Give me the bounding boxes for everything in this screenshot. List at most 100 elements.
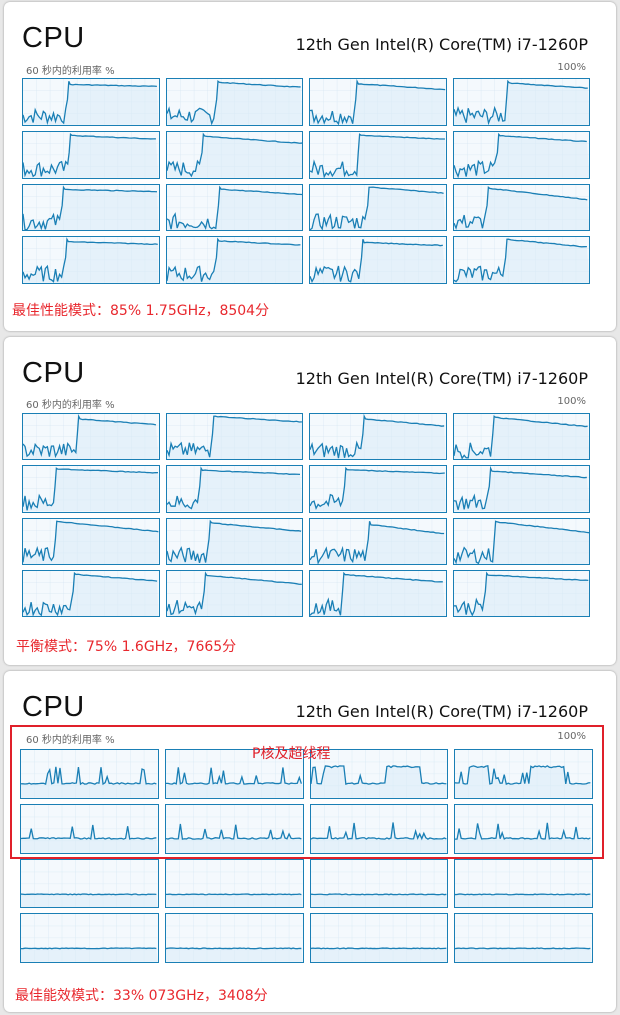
core-usage-line bbox=[455, 766, 590, 784]
core-graph-7 bbox=[309, 130, 447, 179]
core-usage-chart bbox=[453, 466, 589, 512]
core-usage-chart bbox=[165, 859, 303, 908]
core-usage-area bbox=[166, 520, 302, 564]
core-graph-12 bbox=[454, 858, 593, 909]
core-usage-chart bbox=[455, 914, 592, 962]
core-graph-2 bbox=[165, 78, 303, 126]
core-graph-grid bbox=[22, 413, 590, 617]
core-graph-9 bbox=[22, 517, 160, 565]
core-usage-chart bbox=[21, 859, 158, 908]
core-usage-area bbox=[23, 416, 159, 460]
core-usage-chart bbox=[23, 466, 159, 512]
max-percent-label: 100% bbox=[557, 62, 586, 73]
core-graph-1 bbox=[22, 413, 160, 461]
core-graph-11 bbox=[309, 858, 449, 909]
core-usage-area bbox=[453, 468, 589, 512]
core-usage-line bbox=[454, 134, 587, 176]
core-graph-7 bbox=[309, 803, 449, 854]
cpu-title: CPU bbox=[22, 691, 85, 723]
core-graph-4 bbox=[452, 78, 590, 126]
mode-caption: 最佳能效模式：33% 073GHz，3408分 bbox=[15, 988, 268, 1004]
core-usage-line bbox=[310, 416, 444, 458]
core-usage-line bbox=[455, 948, 590, 949]
cpu-title: CPU bbox=[22, 22, 85, 54]
core-usage-area bbox=[453, 239, 589, 283]
utilization-label: 60 秒内的利用率 % bbox=[26, 400, 115, 411]
cpu-panel-performance: CPU 12th Gen Intel(R) Core(TM) i7-1260P … bbox=[4, 2, 616, 331]
core-graph-15 bbox=[309, 569, 447, 617]
core-usage-area bbox=[166, 134, 302, 178]
core-usage-area bbox=[453, 186, 589, 231]
core-usage-line bbox=[311, 948, 446, 949]
core-usage-chart bbox=[453, 184, 589, 231]
core-usage-chart bbox=[166, 237, 302, 283]
core-usage-line bbox=[310, 240, 443, 282]
core-usage-line bbox=[23, 187, 157, 229]
core-usage-chart bbox=[166, 184, 302, 231]
p-core-highlight-box bbox=[10, 725, 604, 859]
core-usage-line bbox=[454, 521, 589, 563]
core-graph-16 bbox=[452, 236, 590, 284]
core-usage-chart bbox=[310, 131, 446, 178]
core-usage-chart bbox=[166, 518, 302, 564]
core-usage-line bbox=[310, 521, 444, 563]
core-usage-chart bbox=[310, 570, 446, 616]
core-usage-area bbox=[455, 893, 592, 908]
core-usage-area bbox=[23, 520, 159, 564]
utilization-label: 60 秒内的利用率 % bbox=[26, 735, 115, 746]
core-usage-line bbox=[23, 240, 158, 282]
core-usage-line bbox=[310, 573, 443, 615]
core-graph-5 bbox=[22, 130, 160, 179]
core-usage-line bbox=[454, 239, 587, 281]
core-usage-area bbox=[310, 81, 446, 125]
core-usage-area bbox=[310, 573, 446, 616]
core-usage-area bbox=[453, 81, 589, 125]
core-graph-6 bbox=[164, 803, 304, 854]
core-usage-line bbox=[21, 894, 156, 895]
cpu-model: 12th Gen Intel(R) Core(TM) i7-1260P bbox=[295, 369, 588, 388]
core-usage-line bbox=[167, 521, 301, 563]
core-graph-12 bbox=[452, 183, 590, 232]
core-usage-line bbox=[166, 824, 301, 839]
core-usage-area bbox=[166, 186, 302, 231]
core-usage-line bbox=[167, 81, 301, 123]
core-usage-area bbox=[310, 134, 446, 178]
core-usage-line bbox=[166, 767, 301, 784]
core-graph-grid bbox=[20, 749, 593, 963]
core-graph-8 bbox=[452, 465, 590, 513]
core-graph-grid bbox=[22, 78, 590, 284]
core-usage-chart bbox=[166, 414, 302, 460]
core-graph-9 bbox=[22, 183, 160, 232]
core-graph-16 bbox=[452, 569, 590, 617]
core-usage-area bbox=[23, 468, 159, 512]
core-usage-chart bbox=[310, 79, 446, 125]
core-usage-area bbox=[453, 520, 589, 564]
core-graph-10 bbox=[165, 183, 303, 232]
core-graph-6 bbox=[165, 130, 303, 179]
core-usage-line bbox=[167, 240, 300, 282]
core-graph-10 bbox=[164, 858, 304, 909]
core-usage-line bbox=[166, 894, 301, 895]
core-usage-chart bbox=[310, 414, 446, 460]
core-usage-chart bbox=[166, 570, 302, 616]
core-usage-area bbox=[310, 416, 446, 460]
core-usage-chart bbox=[455, 750, 592, 798]
core-graph-1 bbox=[22, 78, 160, 126]
core-usage-chart bbox=[310, 804, 448, 853]
core-usage-area bbox=[453, 573, 589, 616]
core-usage-area bbox=[455, 948, 592, 962]
core-graph-4 bbox=[454, 749, 593, 799]
core-usage-chart bbox=[23, 414, 159, 460]
core-usage-line bbox=[311, 894, 446, 895]
core-graph-5 bbox=[22, 465, 160, 513]
core-graph-14 bbox=[165, 236, 303, 284]
core-usage-line bbox=[167, 573, 302, 614]
core-usage-area bbox=[310, 822, 448, 853]
core-usage-line bbox=[455, 823, 590, 839]
core-usage-line bbox=[167, 469, 300, 509]
core-usage-area bbox=[166, 573, 302, 616]
core-usage-line bbox=[311, 766, 446, 784]
core-usage-chart bbox=[455, 859, 592, 908]
core-usage-area bbox=[310, 948, 448, 962]
core-graph-7 bbox=[309, 465, 447, 513]
